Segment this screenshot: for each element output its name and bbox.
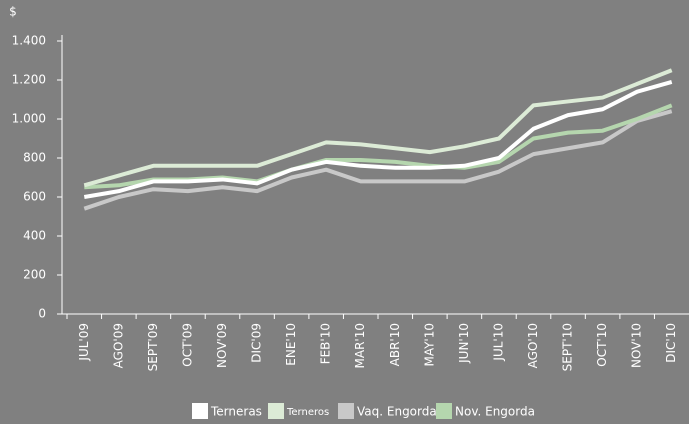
x-tick-label: SEPT'10 xyxy=(561,323,575,371)
x-tick-label: ABR'10 xyxy=(388,323,402,366)
y-axis-label: $ xyxy=(9,5,17,19)
y-tick-label: 400 xyxy=(23,229,46,243)
x-tick-label: OCT'10 xyxy=(595,323,609,367)
series-line xyxy=(83,80,673,199)
x-tick-label: FEB'10 xyxy=(319,323,333,364)
y-tick-label: 1.000 xyxy=(12,112,46,126)
legend-swatch xyxy=(338,403,354,419)
x-tick-label: JUL'09 xyxy=(77,323,91,362)
x-tick-label: MAR'10 xyxy=(353,323,367,368)
x-tick-label: NOV'10 xyxy=(630,323,644,368)
y-tick-label: 0 xyxy=(38,307,46,321)
x-tick-label: OCT'09 xyxy=(180,323,194,367)
x-tick-label: DIC'10 xyxy=(664,323,678,363)
legend-swatch xyxy=(436,403,452,419)
x-tick-label: JUN'10 xyxy=(457,323,471,364)
legend-swatch xyxy=(192,403,208,419)
y-tick-label: 1.400 xyxy=(12,34,46,48)
x-tick-label: AGO'09 xyxy=(111,323,125,368)
legend-swatch xyxy=(268,403,284,419)
legend-label: Terneros xyxy=(286,407,329,418)
x-tick-label: AGO'10 xyxy=(526,323,540,368)
y-tick-label: 600 xyxy=(23,190,46,204)
legend-label: Nov. Engorda xyxy=(455,405,535,419)
legend-label: Terneras xyxy=(210,405,262,419)
y-tick-label: 200 xyxy=(23,268,46,282)
x-tick-label: MAY'10 xyxy=(422,323,436,367)
x-tick-label: ENE'10 xyxy=(284,323,298,366)
x-tick-label: NOV'09 xyxy=(215,323,229,368)
legend-label: Vaq. Engorda xyxy=(357,405,437,419)
x-tick-label: DIC'09 xyxy=(250,323,264,363)
y-tick-label: 800 xyxy=(23,151,46,165)
y-tick-label: 1.200 xyxy=(12,73,46,87)
series-line xyxy=(83,68,673,188)
series-line xyxy=(83,109,673,211)
x-tick-label: SEPT'09 xyxy=(146,323,160,371)
x-tick-label: JUL'10 xyxy=(491,323,505,362)
